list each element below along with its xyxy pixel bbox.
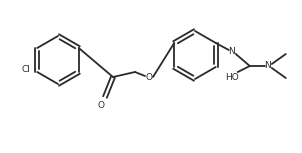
Text: O: O bbox=[146, 73, 153, 82]
Text: O: O bbox=[98, 101, 104, 110]
Text: HO: HO bbox=[225, 73, 239, 82]
Text: Cl: Cl bbox=[21, 65, 30, 73]
Text: N: N bbox=[228, 47, 235, 56]
Text: N: N bbox=[265, 62, 271, 71]
